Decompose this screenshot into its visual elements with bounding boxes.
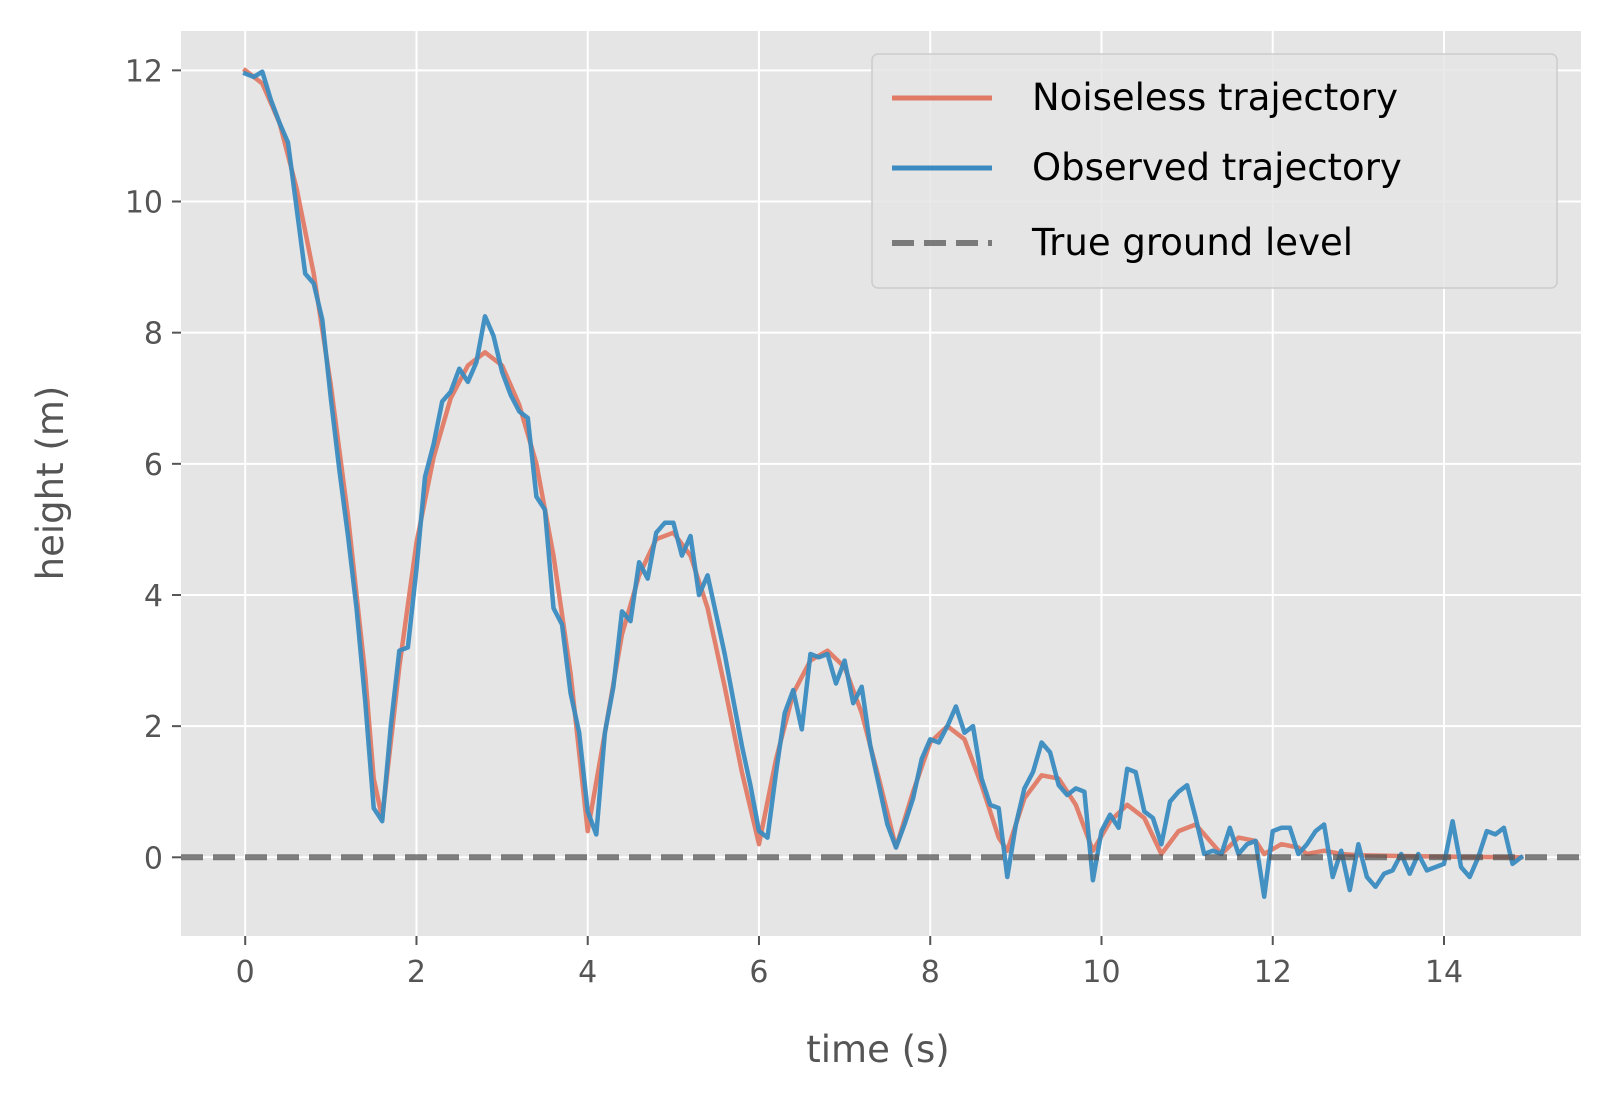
legend-label-observed: Observed trajectory (1032, 146, 1402, 189)
x-tick-label: 8 (921, 955, 940, 990)
x-tick-label: 0 (236, 955, 255, 990)
observed-trajectory-line (242, 69, 1525, 899)
y-axis-label: height (m) (29, 386, 72, 581)
y-tick-label: 4 (144, 579, 163, 614)
x-tick-label: 10 (1082, 955, 1120, 990)
y-tick-label: 2 (144, 710, 163, 745)
legend: Noiseless trajectory Observed trajectory… (871, 53, 1558, 289)
y-tick-label: 12 (125, 54, 163, 89)
y-tick-label: 10 (125, 186, 163, 221)
x-axis-ticks: 0 2 4 6 8 10 12 14 (236, 936, 1463, 990)
legend-label-ground: True ground level (1031, 221, 1353, 264)
y-tick-label: 8 (144, 317, 163, 352)
x-tick-label: 2 (407, 955, 426, 990)
series-group (181, 67, 1581, 899)
y-tick-label: 0 (144, 841, 163, 876)
legend-label-noiseless: Noiseless trajectory (1032, 76, 1398, 119)
y-axis-ticks: 0 2 4 6 8 10 12 (125, 54, 181, 876)
x-tick-label: 12 (1254, 955, 1292, 990)
x-tick-label: 4 (578, 955, 597, 990)
y-tick-label: 6 (144, 448, 163, 483)
x-axis-label: time (s) (806, 1028, 950, 1071)
x-tick-label: 14 (1425, 955, 1463, 990)
x-tick-label: 6 (749, 955, 768, 990)
legend-box (871, 53, 1558, 289)
